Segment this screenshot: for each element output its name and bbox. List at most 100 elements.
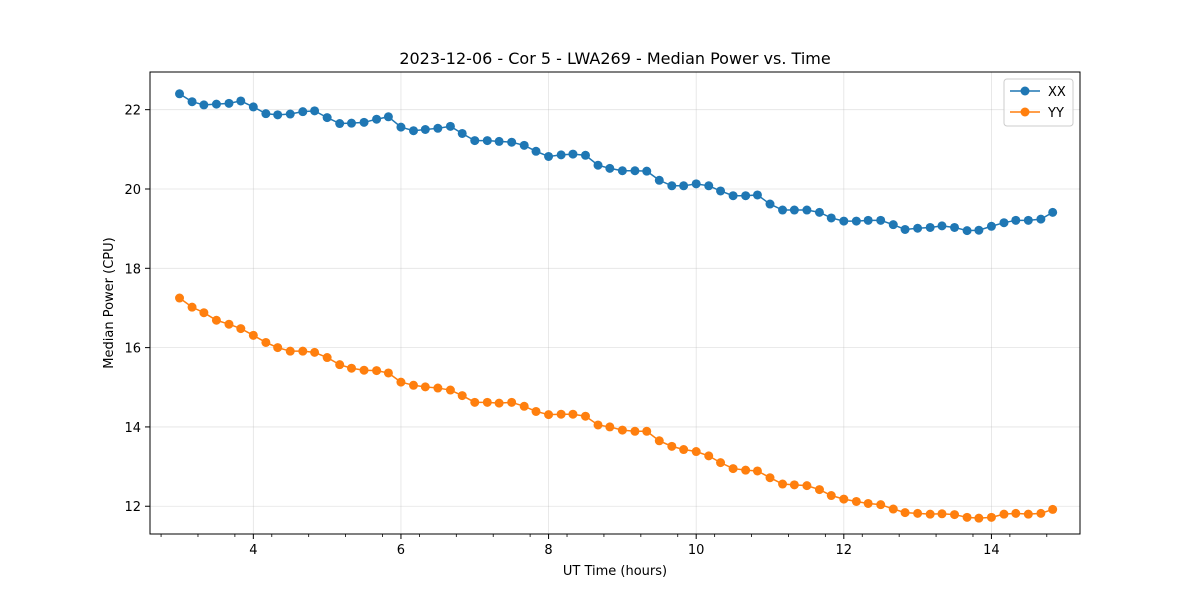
data-point-xx — [741, 191, 751, 201]
data-point-xx — [347, 118, 356, 128]
data-point-yy — [519, 401, 529, 411]
data-point-xx — [716, 186, 726, 196]
x-tick-label: 12 — [836, 543, 853, 558]
data-point-yy — [445, 385, 455, 395]
data-point-xx — [199, 100, 209, 110]
data-point-yy — [863, 498, 873, 508]
data-point-xx — [752, 190, 762, 200]
data-point-xx — [372, 114, 382, 124]
data-point-yy — [667, 441, 677, 451]
data-point-yy — [273, 343, 283, 353]
data-point-xx — [913, 223, 923, 233]
data-point-yy — [580, 411, 590, 421]
data-point-yy — [507, 397, 517, 407]
data-point-yy — [925, 509, 935, 519]
data-point-yy — [568, 409, 578, 419]
data-point-xx — [187, 97, 197, 107]
legend-label-xx: XX — [1048, 85, 1066, 100]
x-tick-label: 6 — [397, 543, 405, 558]
data-point-xx — [839, 216, 849, 226]
data-point-xx — [396, 122, 406, 132]
data-point-xx — [409, 126, 418, 136]
data-point-yy — [765, 473, 775, 483]
x-axis-label: UT Time (hours) — [563, 564, 667, 579]
data-point-yy — [789, 480, 799, 490]
data-point-yy — [433, 383, 443, 393]
data-point-xx — [642, 166, 652, 176]
data-point-yy — [876, 500, 886, 510]
data-point-yy — [826, 491, 836, 501]
data-point-yy — [630, 426, 640, 436]
data-point-xx — [224, 98, 234, 108]
data-point-xx — [445, 121, 455, 131]
data-point-yy — [261, 337, 271, 347]
data-point-yy — [950, 510, 960, 520]
y-tick-label: 16 — [124, 342, 141, 357]
data-point-xx — [814, 207, 824, 217]
data-point-yy — [470, 397, 480, 407]
data-point-xx — [888, 220, 898, 230]
y-axis: 12 14 16 18 20 22 — [124, 104, 150, 515]
data-point-yy — [741, 465, 751, 475]
data-point-xx — [457, 128, 467, 138]
data-point-xx — [470, 136, 480, 146]
data-point-xx — [679, 181, 689, 191]
data-point-xx — [236, 96, 246, 106]
x-axis: 4 6 8 10 12 14 — [160, 534, 1048, 558]
y-tick-label: 12 — [124, 500, 141, 515]
data-point-xx — [273, 110, 283, 120]
data-point-xx — [937, 221, 947, 231]
x-tick-label: 8 — [544, 543, 552, 558]
data-point-xx — [261, 109, 271, 119]
data-point-xx — [667, 181, 677, 191]
data-point-xx — [802, 205, 812, 215]
data-point-xx — [617, 166, 627, 176]
chart-title: 2023-12-06 - Cor 5 - LWA269 - Median Pow… — [399, 49, 830, 68]
x-gridlines — [252, 72, 992, 534]
data-point-xx — [420, 125, 430, 134]
data-point-xx — [605, 163, 615, 173]
data-point-yy — [962, 512, 972, 522]
data-point-yy — [679, 445, 689, 455]
x-tick-label: 4 — [249, 543, 257, 558]
data-point-yy — [814, 485, 824, 495]
data-point-xx — [654, 175, 664, 185]
data-point-xx — [1048, 207, 1058, 217]
data-point-yy — [593, 420, 603, 430]
data-point-yy — [752, 466, 762, 476]
data-point-xx — [704, 181, 714, 191]
data-point-yy — [322, 353, 332, 363]
data-point-xx — [568, 149, 578, 159]
data-point-yy — [211, 315, 221, 325]
data-point-xx — [519, 140, 529, 150]
data-point-yy — [986, 512, 996, 522]
data-point-yy — [359, 365, 369, 375]
data-point-xx — [876, 215, 886, 225]
data-point-xx — [778, 205, 788, 215]
data-point-xx — [974, 225, 984, 235]
y-tick-label: 18 — [124, 262, 141, 277]
data-point-yy — [1048, 504, 1058, 514]
data-point-xx — [310, 106, 320, 116]
data-point-xx — [950, 222, 960, 232]
data-point-yy — [999, 509, 1009, 519]
data-point-yy — [199, 308, 209, 318]
data-point-xx — [433, 123, 443, 133]
data-point-xx — [826, 213, 836, 223]
data-point-yy — [494, 398, 504, 408]
data-point-xx — [999, 218, 1009, 228]
data-point-xx — [1036, 214, 1046, 224]
data-point-xx — [962, 226, 972, 236]
data-point-xx — [335, 119, 345, 129]
data-point-xx — [383, 112, 393, 122]
data-point-yy — [691, 447, 701, 457]
x-tick-label: 10 — [688, 543, 705, 558]
data-point-xx — [482, 136, 492, 146]
data-point-yy — [236, 324, 246, 334]
data-point-xx — [285, 109, 295, 119]
data-point-yy — [372, 366, 382, 376]
data-point-yy — [605, 422, 615, 432]
data-point-yy — [409, 380, 418, 390]
